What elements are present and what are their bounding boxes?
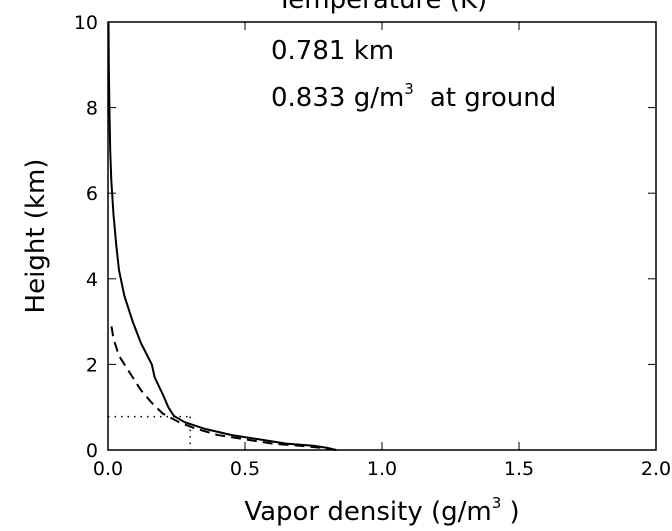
annotation-density-sup: 3 <box>404 80 414 98</box>
y-tick-label: 4 <box>86 269 98 291</box>
x-axis-label-sup: 3 <box>492 494 502 512</box>
y-tick-label: 8 <box>86 98 98 120</box>
x-tick-label: 2.0 <box>641 458 671 480</box>
annotation-height: 0.781 km <box>271 36 394 66</box>
y-tick-label: 10 <box>74 12 98 34</box>
x-axis-label: Vapor density (g/m3 ) <box>244 494 519 527</box>
x-tick-label: 0.0 <box>93 458 123 480</box>
y-axis-label: Height (km) <box>21 159 51 314</box>
y-tick-label: 2 <box>86 354 98 376</box>
x-tick-label: 0.5 <box>230 458 260 480</box>
axis-ticks: 0.0 0.5 1.0 1.5 2.0 0 2 4 6 8 10 <box>74 12 671 480</box>
y-tick-label: 0 <box>86 440 98 462</box>
annotation-density: 0.833 g/m3 at ground <box>271 80 556 113</box>
x-tick-label: 1.5 <box>504 458 534 480</box>
x-axis-label-main: Vapor density (g/m <box>244 497 491 527</box>
chart-title: Temperature (K) <box>276 0 487 15</box>
y-tick-label: 6 <box>86 183 98 205</box>
series-solid-line <box>107 21 337 451</box>
series-dashed-line <box>109 321 337 451</box>
series-layer <box>107 21 337 451</box>
annotation-density-suffix: at ground <box>430 83 556 113</box>
x-axis-label-end: ) <box>501 497 519 527</box>
annotation-density-value: 0.833 g/m <box>271 83 404 113</box>
x-tick-label: 1.0 <box>367 458 397 480</box>
